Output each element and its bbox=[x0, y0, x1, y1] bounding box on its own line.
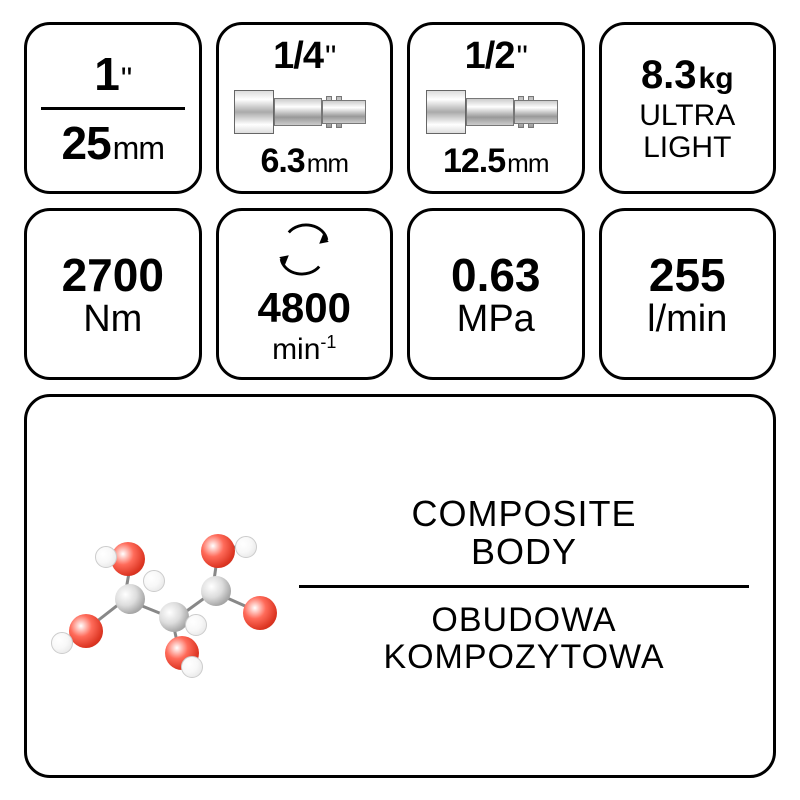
conn2-top: 1/2" bbox=[465, 35, 527, 78]
conn1-bot: 6.3mm bbox=[260, 142, 348, 181]
rpm-value: 4800 bbox=[258, 284, 351, 332]
weight-value: 8.3kg bbox=[641, 53, 734, 98]
spec-row-3: COMPOSITEBODY OBUDOWAKOMPOZYTOWA bbox=[24, 394, 776, 778]
spec-pressure: 0.63 MPa bbox=[407, 208, 585, 380]
spec-rpm: 4800 min-1 bbox=[216, 208, 394, 380]
composite-labels: COMPOSITEBODY OBUDOWAKOMPOZYTOWA bbox=[299, 495, 749, 676]
spec-torque: 2700 Nm bbox=[24, 208, 202, 380]
divider bbox=[299, 585, 749, 588]
divider bbox=[41, 107, 185, 110]
torque-unit: Nm bbox=[83, 298, 142, 341]
composite-label-en: COMPOSITEBODY bbox=[411, 495, 636, 571]
torque-value: 2700 bbox=[62, 248, 164, 302]
spec-composite-body: COMPOSITEBODY OBUDOWAKOMPOZYTOWA bbox=[24, 394, 776, 778]
drive-bot: 25mm bbox=[62, 116, 164, 170]
drive-top: 1" bbox=[94, 47, 131, 101]
conn2-bot: 12.5mm bbox=[443, 142, 549, 181]
spec-row-2: 2700 Nm 4800 min-1 0.63 MPa 255 l/min bbox=[24, 208, 776, 380]
spec-row-1: 1" 25mm 1/4" 6.3mm 1/2" 12.5mm 8.3kg ULT… bbox=[24, 22, 776, 194]
rpm-unit: min-1 bbox=[272, 332, 336, 367]
spec-drive-size: 1" 25mm bbox=[24, 22, 202, 194]
spec-connector-2: 1/2" 12.5mm bbox=[407, 22, 585, 194]
spec-connector-1: 1/4" 6.3mm bbox=[216, 22, 394, 194]
weight-label: ULTRALIGHT bbox=[639, 100, 735, 163]
molecule-icon bbox=[51, 496, 281, 676]
spec-weight: 8.3kg ULTRALIGHT bbox=[599, 22, 777, 194]
connector-icon bbox=[426, 82, 566, 138]
flow-unit: l/min bbox=[647, 298, 727, 341]
connector-icon bbox=[234, 82, 374, 138]
pressure-unit: MPa bbox=[457, 298, 535, 341]
spec-flow: 255 l/min bbox=[599, 208, 777, 380]
conn1-top: 1/4" bbox=[273, 35, 335, 78]
flow-value: 255 bbox=[649, 248, 726, 302]
composite-label-pl: OBUDOWAKOMPOZYTOWA bbox=[383, 602, 664, 677]
pressure-value: 0.63 bbox=[451, 248, 541, 302]
rotation-icon bbox=[268, 221, 340, 278]
